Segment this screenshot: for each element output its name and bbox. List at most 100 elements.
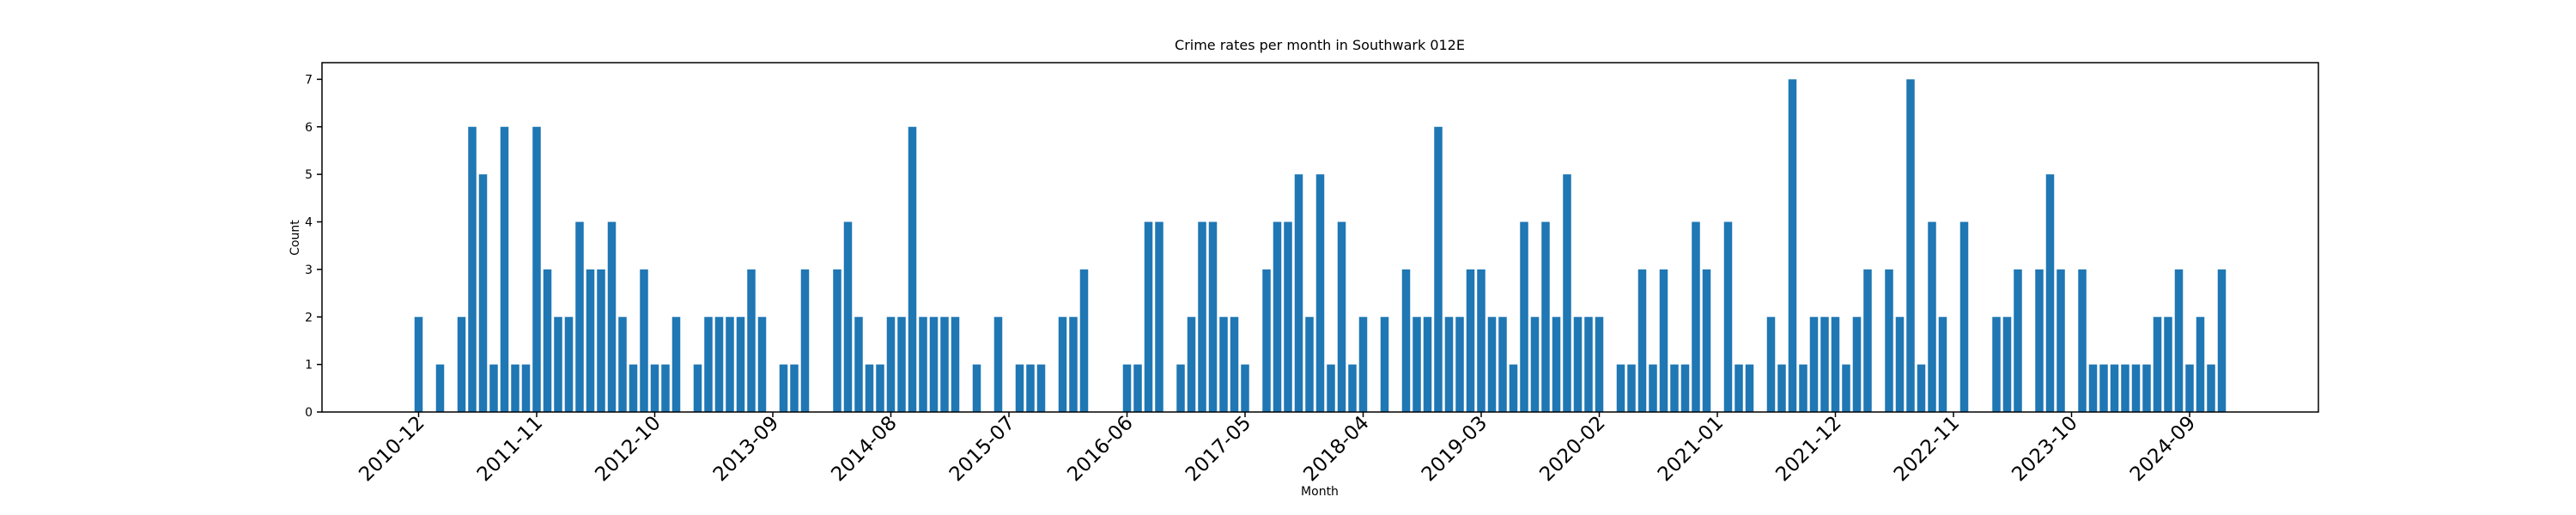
bar <box>1809 317 1819 412</box>
bar <box>1885 269 1893 412</box>
bar <box>2088 364 2098 412</box>
bar <box>1219 317 1228 412</box>
bar <box>2121 364 2129 412</box>
bar <box>1305 317 1314 412</box>
bar <box>2014 269 2022 412</box>
bar <box>1680 364 1690 412</box>
bar <box>2174 269 2184 412</box>
bar <box>1380 317 1389 412</box>
bar <box>951 317 960 412</box>
chart-title: Crime rates per month in Southwark 012E <box>1175 37 1465 53</box>
bar <box>1509 364 1518 412</box>
bar <box>1788 79 1797 412</box>
bar <box>1466 269 1475 412</box>
bar <box>1616 364 1625 412</box>
bar <box>1938 317 1947 412</box>
bar <box>607 221 617 412</box>
bar <box>704 317 713 412</box>
bar <box>1530 317 1540 412</box>
bar <box>1423 317 1432 412</box>
bar <box>650 364 659 412</box>
bar <box>629 364 638 412</box>
bar <box>2196 317 2205 412</box>
bar <box>2099 364 2108 412</box>
bar <box>2142 364 2151 412</box>
bar <box>1852 317 1862 412</box>
bar <box>435 364 445 412</box>
bar <box>1413 317 1421 412</box>
bar <box>1895 317 1905 412</box>
bar <box>1563 174 1571 412</box>
bar <box>1702 269 1711 412</box>
bar <box>1036 364 1046 412</box>
bar <box>1079 269 1089 412</box>
bar <box>1284 221 1292 412</box>
bar <box>1273 221 1282 412</box>
bar <box>671 317 681 412</box>
bar <box>2078 269 2087 412</box>
bar <box>661 364 670 412</box>
bar <box>2207 364 2215 412</box>
bar <box>1541 221 1550 412</box>
bar <box>940 317 949 412</box>
bar <box>1766 317 1776 412</box>
bar <box>1649 364 1657 412</box>
bar <box>693 364 702 412</box>
bar <box>779 364 788 412</box>
y-tick-label: 0 <box>305 406 313 420</box>
bar <box>757 317 767 412</box>
bar <box>1477 269 1485 412</box>
bar <box>714 317 724 412</box>
bar <box>2153 317 2162 412</box>
y-tick-label: 3 <box>305 264 313 277</box>
bar <box>919 317 927 412</box>
bar <box>1906 79 1915 412</box>
bar <box>1315 174 1325 412</box>
bar <box>1337 221 1346 412</box>
bar <box>1155 221 1163 412</box>
bar <box>1444 317 1454 412</box>
bar <box>2002 317 2012 412</box>
bar <box>1992 317 2001 412</box>
bar <box>736 317 745 412</box>
bar <box>500 126 509 412</box>
bar <box>1069 317 1078 412</box>
bar <box>1820 317 1829 412</box>
bar <box>1863 269 1872 412</box>
bar <box>511 364 519 412</box>
bar <box>897 317 906 412</box>
bar <box>843 221 853 412</box>
bar <box>1327 364 1335 412</box>
bar <box>876 364 884 412</box>
bar <box>908 126 917 412</box>
bar <box>1487 317 1497 412</box>
bar <box>564 317 574 412</box>
bar <box>478 174 488 412</box>
bar <box>586 269 595 412</box>
bar <box>1735 364 1743 412</box>
y-tick-label: 7 <box>305 73 313 87</box>
bar <box>2217 269 2227 412</box>
bar <box>1799 364 1807 412</box>
bar <box>1584 317 1593 412</box>
bar <box>790 364 799 412</box>
bar <box>575 221 584 412</box>
bar <box>929 317 939 412</box>
bar <box>2131 364 2141 412</box>
bar <box>2185 364 2194 412</box>
bar <box>543 269 552 412</box>
bar <box>1573 317 1583 412</box>
bar <box>640 269 648 412</box>
bar <box>414 317 423 412</box>
bar <box>521 364 531 412</box>
bar <box>1520 221 1528 412</box>
bar <box>865 364 874 412</box>
bar <box>1723 221 1733 412</box>
bar <box>618 317 627 412</box>
bar <box>972 364 981 412</box>
y-tick-label: 2 <box>305 311 313 324</box>
bar <box>1692 221 1700 412</box>
bar <box>1198 221 1206 412</box>
bar <box>1745 364 1754 412</box>
